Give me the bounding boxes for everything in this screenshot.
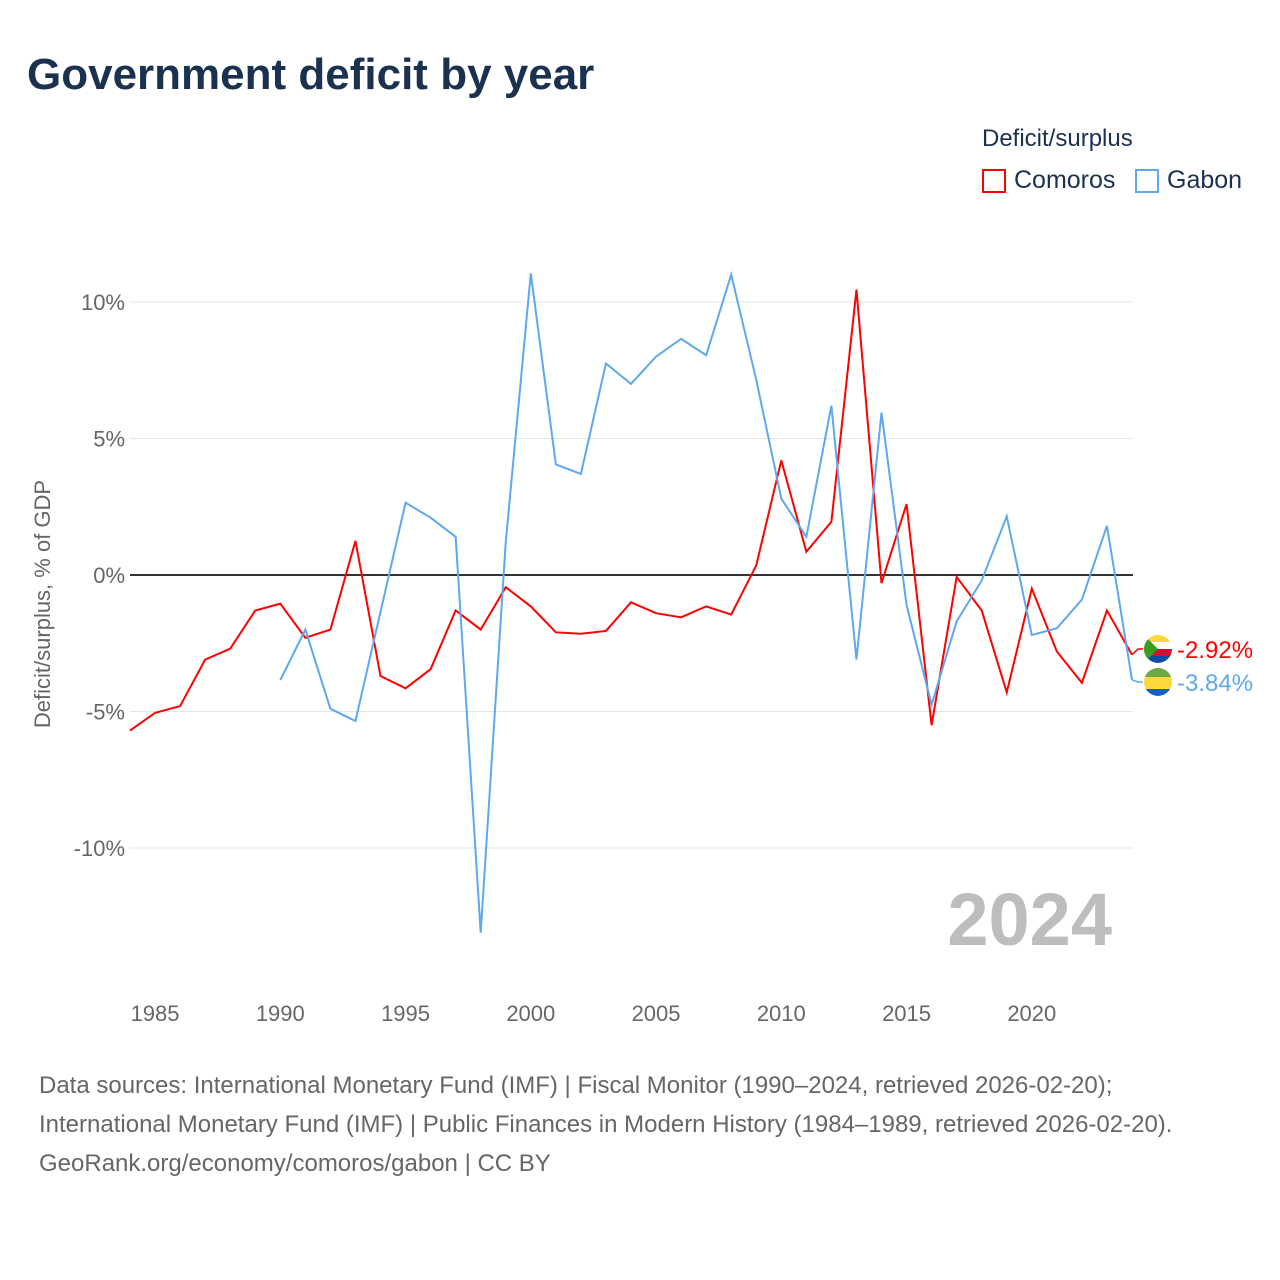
legend-swatch <box>982 168 1006 193</box>
label-connector <box>1131 648 1143 656</box>
x-tick-label: 2010 <box>757 1001 806 1026</box>
legend-label: Comoros <box>1014 166 1116 194</box>
legend-item-comoros[interactable]: Comoros <box>982 166 1115 195</box>
x-tick-label: 2005 <box>632 1001 681 1026</box>
sources-text: Data sources: International Monetary Fun… <box>39 1072 1173 1138</box>
y-tick-label: 5% <box>93 427 125 452</box>
legend-item-gabon[interactable]: Gabon <box>1135 166 1242 195</box>
end-value-label: -2.92% <box>1177 637 1253 664</box>
flag-icon-gabon <box>1144 668 1172 696</box>
x-tick-label: 2020 <box>1007 1001 1056 1026</box>
y-tick-label: -10% <box>74 836 125 861</box>
legend-label: Gabon <box>1167 166 1243 194</box>
y-tick-label: -5% <box>86 700 125 725</box>
legend-swatch <box>1135 168 1159 193</box>
end-value-label: -3.84% <box>1177 670 1253 697</box>
series-line-gabon <box>279 270 1133 933</box>
x-tick-label: 2000 <box>506 1001 555 1026</box>
flag-icon-comoros <box>1144 635 1172 663</box>
y-tick-label: 0% <box>93 563 125 588</box>
label-connector <box>1131 679 1143 683</box>
x-tick-label: 1985 <box>131 1001 180 1026</box>
y-axis-label: Deficit/surplus, % of GDP <box>30 480 55 728</box>
x-tick-label: 1990 <box>256 1001 305 1026</box>
sources-note: Data sources: International Monetary Fun… <box>39 1066 1239 1183</box>
year-watermark: 2024 <box>947 878 1112 961</box>
x-tick-label: 1995 <box>381 1001 430 1026</box>
x-tick-label: 2015 <box>882 1001 931 1026</box>
chart-title: Government deficit by year <box>27 50 595 99</box>
y-tick-label: 10% <box>81 290 125 315</box>
legend-title: Deficit/surplus <box>982 125 1133 152</box>
credit-text: GeoRank.org/economy/comoros/gabon | CC B… <box>39 1150 551 1177</box>
series-line-comoros <box>129 289 1133 732</box>
